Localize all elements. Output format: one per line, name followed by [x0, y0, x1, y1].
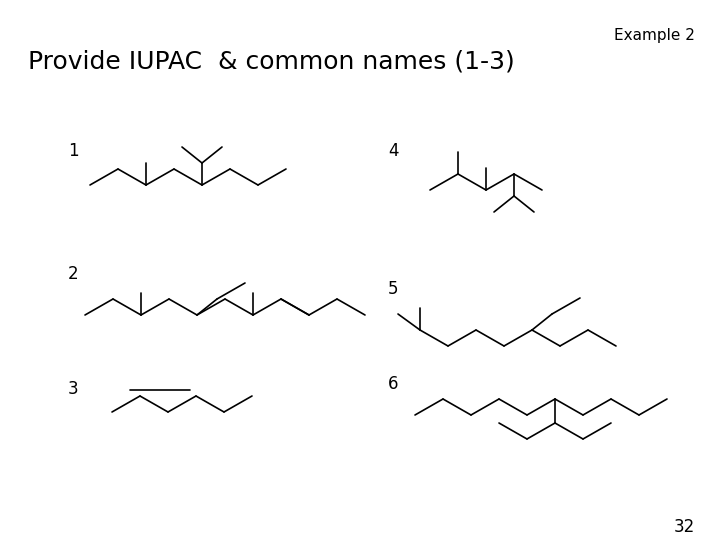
Text: 6: 6 [388, 375, 398, 393]
Text: Provide IUPAC  & common names (1-3): Provide IUPAC & common names (1-3) [28, 50, 515, 74]
Text: 1: 1 [68, 142, 78, 160]
Text: 4: 4 [388, 142, 398, 160]
Text: 2: 2 [68, 265, 78, 283]
Text: 32: 32 [674, 518, 695, 536]
Text: 5: 5 [388, 280, 398, 298]
Text: Example 2: Example 2 [614, 28, 695, 43]
Text: 3: 3 [68, 380, 78, 398]
